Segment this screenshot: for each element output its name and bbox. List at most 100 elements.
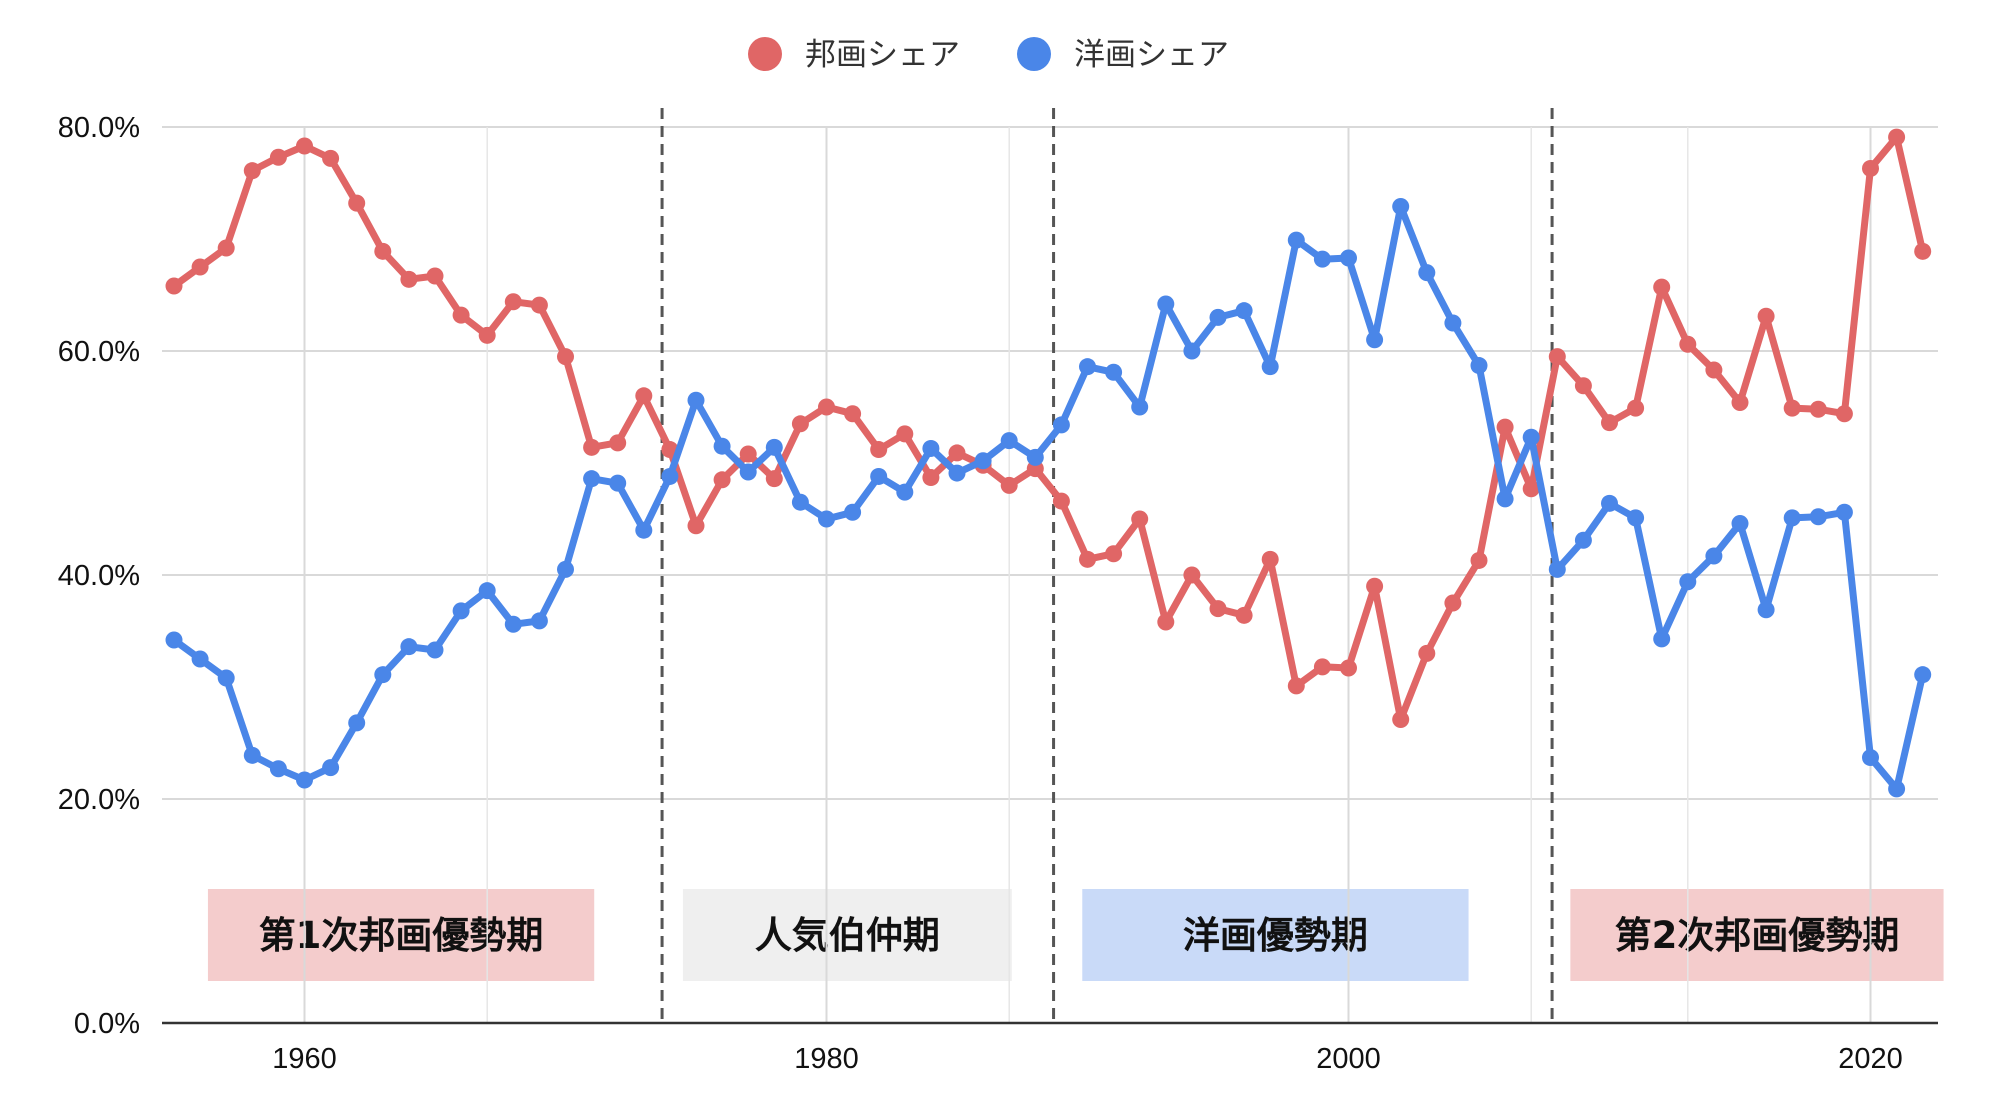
data-point — [1809, 400, 1827, 418]
period-bands: 第1次邦画優勢期 人気伯仲期 洋画優勢期 第2次邦画優勢期 — [207, 889, 1944, 981]
data-point — [1653, 278, 1671, 296]
data-point — [1261, 358, 1279, 376]
data-point — [1444, 314, 1462, 332]
data-point — [1862, 159, 1879, 177]
period-band — [207, 889, 595, 981]
data-point — [1574, 377, 1592, 395]
data-point — [1052, 492, 1070, 510]
data-point — [217, 669, 235, 687]
data-point — [818, 510, 835, 528]
data-point — [1131, 510, 1149, 528]
legend[interactable]: 邦画シェア 洋画シェア — [748, 37, 1229, 73]
data-point — [478, 582, 496, 600]
data-point — [870, 467, 888, 485]
data-point — [818, 398, 835, 416]
legend-label: 邦画シェア — [805, 37, 960, 73]
data-point — [1783, 509, 1801, 527]
x-tick-label: 2020 — [1838, 1043, 1903, 1075]
data-point — [191, 258, 209, 276]
data-point — [661, 467, 679, 485]
data-point — [1340, 659, 1357, 677]
data-point — [426, 267, 444, 285]
data-point — [1444, 594, 1462, 612]
data-point — [530, 296, 548, 314]
data-point — [1731, 514, 1749, 532]
data-point — [1287, 231, 1305, 249]
data-point — [504, 293, 522, 311]
data-point — [1601, 414, 1618, 432]
data-point — [1157, 613, 1175, 631]
data-point — [1105, 363, 1123, 381]
data-point — [583, 470, 601, 488]
data-point — [1914, 242, 1932, 260]
data-point — [1679, 573, 1697, 591]
data-point — [1366, 577, 1384, 595]
data-point — [1835, 503, 1853, 521]
data-point — [1418, 644, 1436, 662]
data-point — [635, 521, 653, 539]
x-tick-label: 1980 — [794, 1043, 859, 1075]
data-point — [1183, 342, 1201, 360]
y-tick-label: 0.0% — [74, 1008, 140, 1040]
data-point — [765, 470, 783, 488]
data-point — [1862, 749, 1879, 767]
gridlines — [162, 126, 1938, 1023]
data-point — [1705, 547, 1723, 565]
data-point — [1313, 658, 1331, 676]
data-point — [896, 425, 914, 443]
data-point — [1052, 416, 1070, 434]
data-point — [1026, 448, 1044, 466]
data-point — [1209, 600, 1227, 618]
data-point — [844, 503, 862, 521]
legend-item[interactable]: 邦画シェア — [748, 37, 960, 73]
data-point — [243, 162, 261, 180]
data-point — [1470, 357, 1488, 375]
data-point — [296, 137, 313, 155]
data-point — [296, 771, 313, 789]
data-point — [1418, 264, 1436, 282]
data-point — [1835, 405, 1853, 423]
data-point — [948, 444, 966, 462]
data-point — [1261, 550, 1279, 568]
data-point — [1914, 666, 1932, 684]
series-layer — [165, 128, 1932, 798]
data-point — [269, 760, 287, 778]
data-point — [1235, 606, 1253, 624]
data-point — [1522, 480, 1540, 498]
data-point — [165, 277, 183, 295]
data-point — [322, 759, 340, 777]
data-point — [557, 560, 574, 578]
data-point — [217, 239, 235, 257]
series-1 — [165, 128, 1932, 728]
period-band — [1570, 889, 1944, 981]
data-point — [1548, 560, 1566, 578]
data-point — [1601, 494, 1618, 512]
data-point — [1209, 308, 1227, 326]
data-point — [1496, 490, 1514, 508]
data-point — [1783, 399, 1801, 417]
legend-item[interactable]: 洋画シェア — [1017, 37, 1229, 73]
period-label: 人気伯仲期 — [755, 914, 940, 957]
period-band — [682, 889, 1012, 981]
data-point — [1888, 780, 1906, 798]
period-label: 洋画優勢期 — [1183, 914, 1368, 957]
y-tick-label: 40.0% — [58, 560, 140, 592]
data-point — [1757, 601, 1775, 619]
data-point — [974, 452, 992, 470]
y-tick-label: 80.0% — [58, 112, 140, 144]
data-point — [452, 602, 470, 620]
data-point — [1366, 331, 1384, 349]
period-label: 第1次邦画優勢期 — [259, 914, 544, 957]
data-point — [713, 471, 731, 489]
data-point — [348, 714, 366, 732]
data-point — [1627, 399, 1645, 417]
data-point — [609, 474, 627, 492]
data-point — [1000, 432, 1018, 450]
data-point — [1679, 335, 1697, 353]
data-point — [1313, 250, 1331, 268]
data-point — [687, 391, 705, 409]
data-point — [1888, 128, 1906, 146]
data-point — [400, 270, 418, 288]
